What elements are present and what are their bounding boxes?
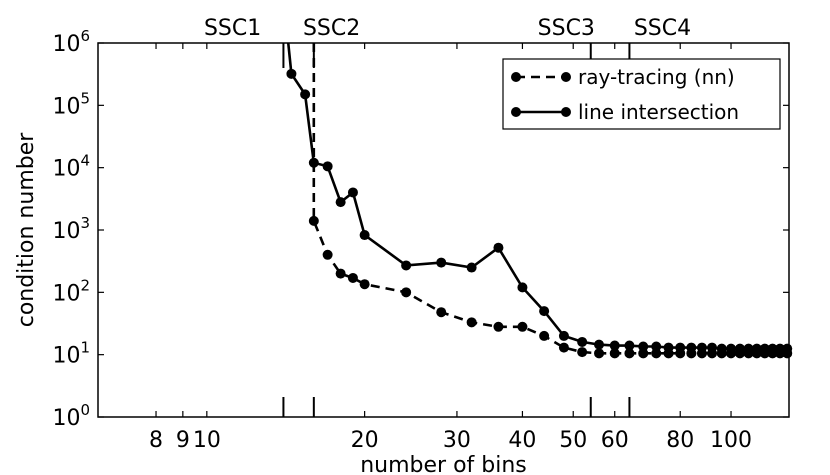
marker-label-ssc4: SSC4 xyxy=(634,16,691,41)
x-tick-label: 8 xyxy=(149,428,163,453)
ssc-markers: SSC1 SSC2 SSC3 SSC4 xyxy=(204,16,691,417)
x-tick-label: 100 xyxy=(710,428,752,453)
data-point-line-intersection xyxy=(782,343,793,354)
data-point-ray-tracing-nn xyxy=(558,342,569,353)
data-point-line-intersection xyxy=(322,161,333,172)
y-axis-title: condition number xyxy=(14,132,39,328)
data-point-line-intersection xyxy=(751,343,762,354)
y-tick-label: 101 xyxy=(52,339,90,369)
data-point-ray-tracing-nn xyxy=(594,348,605,359)
legend-marker xyxy=(561,72,571,82)
data-point-line-intersection xyxy=(767,343,778,354)
y-tick-label: 105 xyxy=(52,89,90,119)
x-tick-label: 40 xyxy=(508,428,536,453)
data-point-line-intersection xyxy=(675,342,686,353)
data-point-line-intersection xyxy=(517,282,528,293)
y-tick-label: 104 xyxy=(52,152,90,182)
data-point-line-intersection xyxy=(734,343,745,354)
x-tick-label: 80 xyxy=(666,428,694,453)
data-point-ray-tracing-nn xyxy=(347,272,358,283)
x-tick-label: 20 xyxy=(351,428,379,453)
legend-marker xyxy=(561,107,571,117)
data-point-ray-tracing-nn xyxy=(436,307,447,318)
data-point-ray-tracing-nn xyxy=(493,321,504,332)
marker-label-ssc1: SSC1 xyxy=(204,16,261,41)
data-point-ray-tracing-nn xyxy=(466,317,477,328)
y-tick-label: 103 xyxy=(52,214,90,244)
data-point-line-intersection xyxy=(759,343,770,354)
data-point-line-intersection xyxy=(696,342,707,353)
data-point-line-intersection xyxy=(286,68,297,79)
data-point-ray-tracing-nn xyxy=(517,321,528,332)
data-point-line-intersection xyxy=(726,343,737,354)
data-point-line-intersection xyxy=(651,341,662,352)
data-point-ray-tracing-nn xyxy=(401,287,412,298)
marker-label-ssc2: SSC2 xyxy=(303,16,360,41)
x-tick-label: 30 xyxy=(443,428,471,453)
data-point-line-intersection xyxy=(493,242,504,253)
y-tick-label: 100 xyxy=(52,401,90,431)
legend-box xyxy=(502,58,781,130)
x-tick-label: 10 xyxy=(193,428,221,453)
data-point-line-intersection xyxy=(716,343,727,354)
axis-ticks: 8 9 10 20 30 40 50 60 80 100 100 101 102 103 104 105 106 xyxy=(52,27,789,453)
data-point-line-intersection xyxy=(663,342,674,353)
data-point-ray-tracing-nn xyxy=(609,348,620,359)
data-point-ray-tracing-nn xyxy=(577,347,588,358)
legend: ray-tracing (nn) line intersection xyxy=(502,58,781,130)
data-point-ray-tracing-nn xyxy=(359,279,370,290)
legend-symbol-ray-tracing xyxy=(511,72,571,82)
x-axis-title: number of bins xyxy=(360,453,527,475)
data-point-line-intersection xyxy=(466,262,477,273)
data-point-line-intersection xyxy=(539,306,550,317)
legend-marker xyxy=(511,107,521,117)
data-point-line-intersection xyxy=(594,339,605,350)
marker-label-ssc3: SSC3 xyxy=(538,16,595,41)
legend-symbol-line-intersection xyxy=(511,107,571,117)
x-tick-label: 50 xyxy=(559,428,587,453)
data-point-line-intersection xyxy=(638,341,649,352)
data-point-line-intersection xyxy=(775,343,786,354)
legend-label-line-intersection: line intersection xyxy=(578,100,739,124)
y-tick-label: 102 xyxy=(52,276,90,306)
data-point-line-intersection xyxy=(335,197,346,208)
data-point-ray-tracing-nn xyxy=(308,215,319,226)
data-point-ray-tracing-nn xyxy=(322,249,333,260)
data-point-line-intersection xyxy=(347,187,358,198)
x-tick-label: 60 xyxy=(601,428,629,453)
data-point-line-intersection xyxy=(300,89,311,100)
data-point-line-intersection xyxy=(401,260,412,271)
data-point-ray-tracing-nn xyxy=(539,330,550,341)
data-point-line-intersection xyxy=(436,257,447,268)
legend-label-ray-tracing: ray-tracing (nn) xyxy=(578,65,735,89)
data-point-ray-tracing-nn xyxy=(335,268,346,279)
x-tick-label: 9 xyxy=(176,428,190,453)
data-point-line-intersection xyxy=(308,157,319,168)
y-tick-label: 106 xyxy=(52,27,90,57)
legend-marker xyxy=(511,72,521,82)
data-point-line-intersection xyxy=(558,330,569,341)
data-series xyxy=(286,42,793,359)
data-point-line-intersection xyxy=(743,343,754,354)
data-point-line-intersection xyxy=(609,340,620,351)
data-point-line-intersection xyxy=(624,340,635,351)
data-point-line-intersection xyxy=(686,342,697,353)
data-point-line-intersection xyxy=(577,336,588,347)
data-point-ray-tracing-nn xyxy=(624,348,635,359)
data-point-line-intersection xyxy=(707,342,718,353)
data-point-line-intersection xyxy=(359,230,370,241)
